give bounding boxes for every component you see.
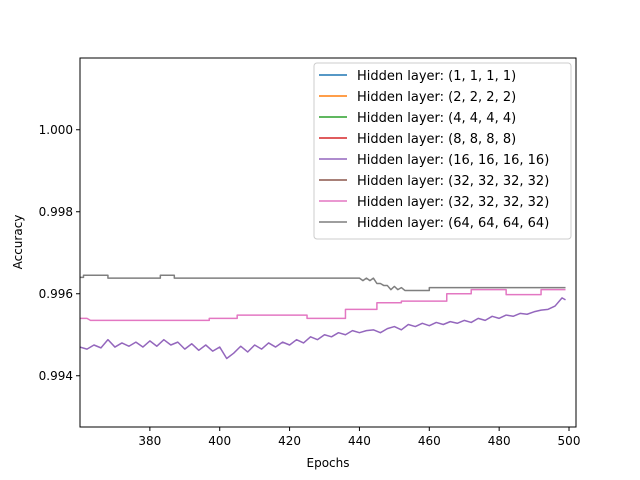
legend-entry-2: Hidden layer: (4, 4, 4, 4) (357, 111, 516, 126)
x-tick-label: 460 (418, 434, 441, 448)
x-tick-label: 440 (348, 434, 371, 448)
x-tick-label: 480 (488, 434, 511, 448)
legend-entry-6: Hidden layer: (32, 32, 32, 32) (357, 195, 549, 210)
x-tick-label: 500 (558, 434, 581, 448)
series-line-0 (80, 297, 566, 360)
y-tick-label: 0.994 (39, 369, 73, 383)
legend-entry-7: Hidden layer: (64, 64, 64, 64) (357, 216, 549, 231)
series-line-2 (80, 274, 566, 292)
y-axis-label: Accuracy (11, 215, 25, 270)
x-tick-label: 400 (208, 434, 231, 448)
x-axis: 380 400 420 440 460 480 500 (138, 427, 580, 448)
x-tick-label: 420 (278, 434, 301, 448)
x-tick-label: 380 (138, 434, 161, 448)
legend-entry-3: Hidden layer: (8, 8, 8, 8) (357, 132, 516, 147)
legend-entry-0: Hidden layer: (1, 1, 1, 1) (357, 69, 516, 84)
legend-entry-4: Hidden layer: (16, 16, 16, 16) (357, 153, 549, 168)
legend-entry-1: Hidden layer: (2, 2, 2, 2) (357, 90, 516, 105)
plot-frame (79, 57, 577, 428)
x-axis-label: Epochs (307, 456, 350, 470)
y-axis: 0.994 0.996 0.998 1.000 (39, 123, 80, 383)
y-tick-label: 0.996 (39, 287, 73, 301)
legend-box (313, 62, 572, 240)
legend-entry-5: Hidden layer: (32, 32, 32, 32) (357, 174, 549, 189)
y-tick-label: 1.000 (39, 123, 73, 137)
series-line-1 (80, 288, 566, 322)
y-tick-label: 0.998 (39, 205, 73, 219)
series-layer (80, 274, 566, 360)
legend: Hidden layer: (1, 1, 1, 1) Hidden layer: … (313, 62, 572, 240)
